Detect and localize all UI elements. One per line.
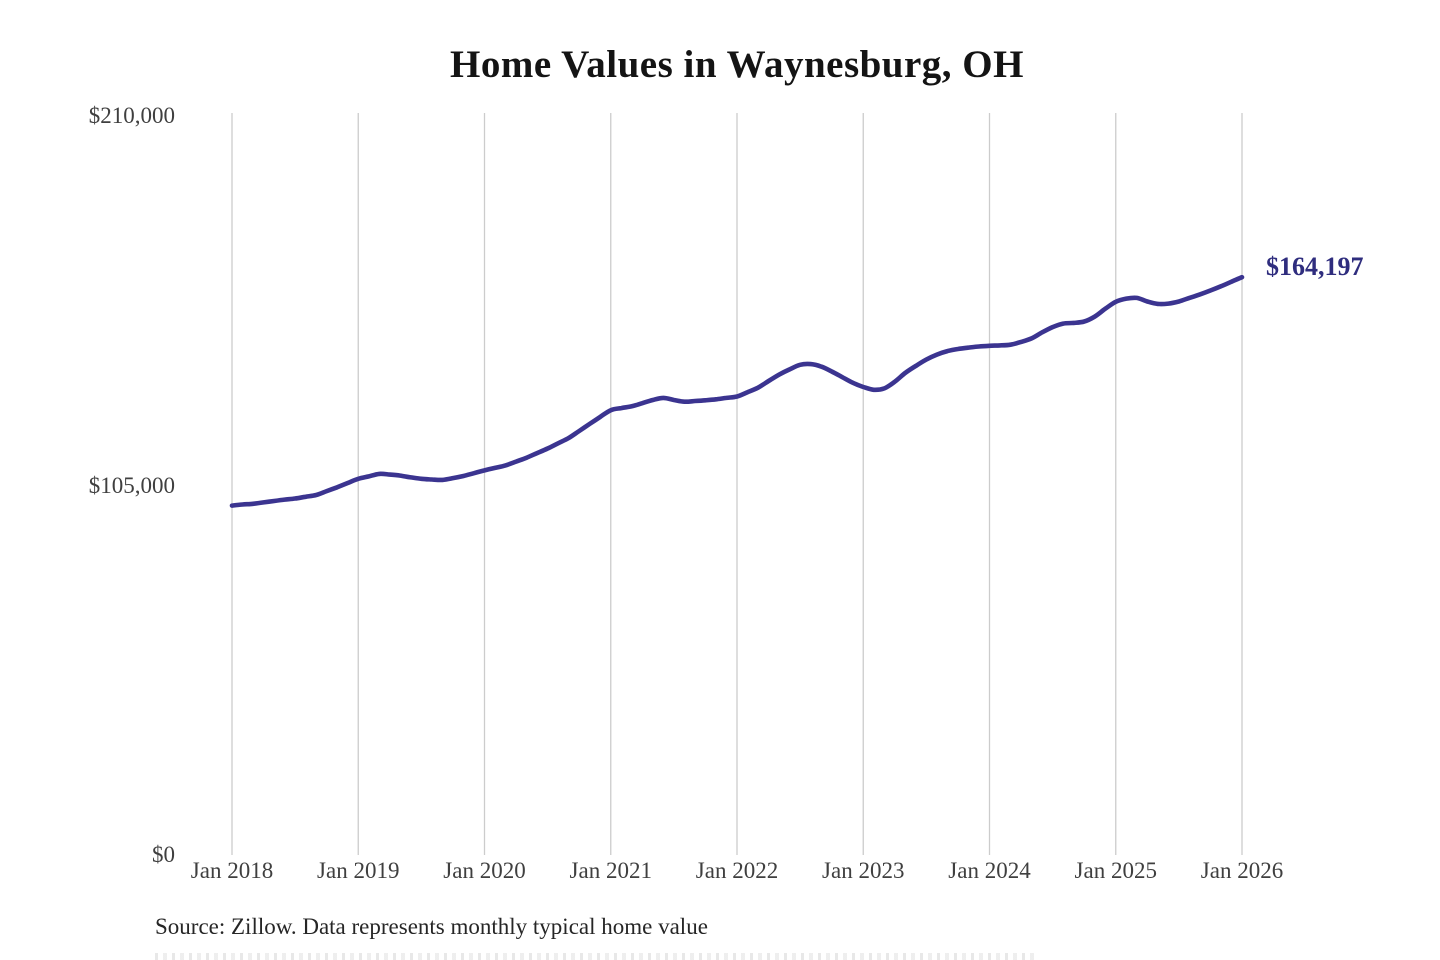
x-tick-label: Jan 2019: [317, 858, 400, 883]
y-tick-label: $0: [152, 842, 175, 867]
chart-title: Home Values in Waynesburg, OH: [450, 43, 1024, 86]
home-value-line: [229, 274, 1245, 508]
x-tick-label: Jan 2021: [569, 858, 652, 883]
y-tick-label: $105,000: [88, 472, 175, 498]
latest-value-label: $164,197: [1266, 252, 1364, 281]
x-tick-label: Jan 2022: [695, 858, 779, 883]
source-note: Source: Zillow. Data represents monthly …: [155, 914, 708, 939]
cropped-text-artifact: [155, 953, 1035, 960]
x-tick-label: Jan 2018: [190, 858, 274, 883]
x-tick-label: Jan 2020: [443, 858, 526, 883]
x-tick-label: Jan 2024: [948, 858, 1031, 883]
y-tick-label: $210,000: [88, 103, 175, 128]
x-tick-label: Jan 2023: [822, 858, 905, 883]
x-tick-label: Jan 2026: [1200, 858, 1284, 883]
x-tick-label: Jan 2025: [1074, 858, 1157, 883]
